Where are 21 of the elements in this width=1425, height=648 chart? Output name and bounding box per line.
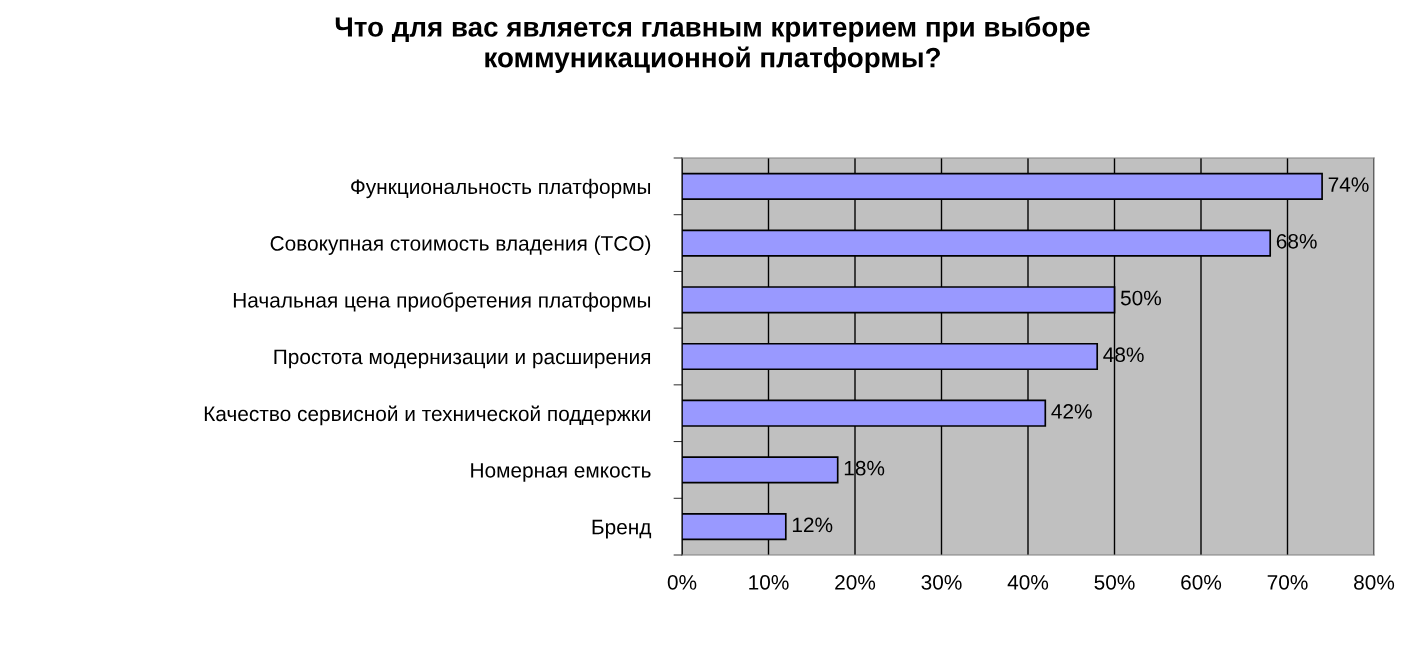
x-tick-label: 20%: [835, 574, 876, 590]
y-tick-label: Функциональность платформы: [351, 178, 651, 199]
data-label: 12%: [792, 517, 833, 533]
x-tick-label: 0%: [667, 574, 697, 590]
data-label: 74%: [1328, 177, 1369, 192]
y-tick-label: Простота модернизации и расширения: [274, 349, 651, 369]
x-tick-label: 40%: [1007, 574, 1049, 590]
x-tick-label: 50%: [1094, 574, 1135, 590]
data-label: 50%: [1120, 290, 1162, 306]
y-tick-label: Номерная емкость: [471, 463, 651, 482]
x-tick-label: 70%: [1267, 574, 1308, 590]
chart-title: Что для вас является главным критерием при выборе коммуникационной платформы?: [335, 16, 1090, 73]
x-tick-label: 60%: [1181, 574, 1222, 590]
x-tick-label: 30%: [921, 574, 962, 590]
y-tick-label: Начальная цена приобретения платформы: [233, 292, 651, 312]
y-tick-label: Совокупная стоимость владения (TCO): [270, 235, 651, 255]
y-tick-label: Бренд: [592, 519, 652, 539]
x-tick-label: 80%: [1354, 574, 1395, 590]
x-tick-label: 10%: [749, 574, 789, 590]
data-label: 42%: [1051, 404, 1092, 419]
y-tick-label: Качество сервисной и технической поддержки: [204, 405, 651, 426]
